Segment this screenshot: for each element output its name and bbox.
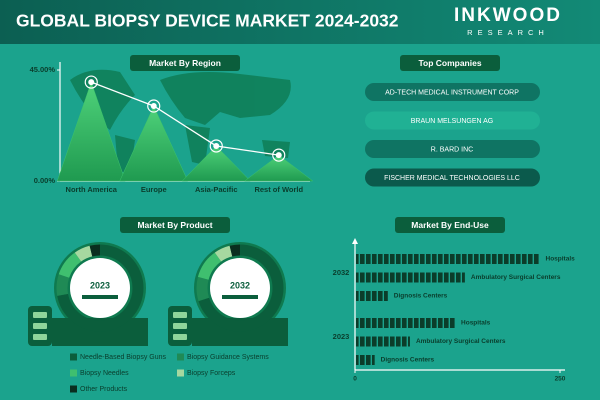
bar-label: Hospitals [461, 320, 491, 327]
bar-label: Dignosis Centers [394, 293, 448, 300]
logo: INKWOOD [454, 5, 562, 26]
legend-label: Biopsy Needles [80, 370, 129, 377]
peak [119, 105, 189, 182]
company-name: BRAUN MELSUNGEN AG [411, 118, 493, 125]
donut-underline [82, 295, 118, 299]
side-box-bar [33, 323, 47, 329]
bar-label: Dignosis Centers [381, 357, 435, 364]
peak [244, 154, 314, 182]
section-title: Market By Region [149, 58, 221, 68]
section-pill [120, 217, 230, 233]
donut-segment [56, 244, 144, 332]
axis-arrow [352, 238, 358, 244]
x-tick-label: Rest of World [254, 185, 303, 194]
point-core [88, 79, 95, 86]
donut-segment [196, 244, 284, 332]
legend-label: Other Products [80, 386, 128, 393]
bar [356, 254, 540, 264]
company-name: R. BARD INC [431, 146, 473, 153]
legend-swatch [70, 353, 77, 361]
side-box-bar [173, 323, 187, 329]
x-tick-label: Asia-Pacific [195, 185, 238, 194]
point [272, 148, 286, 162]
point-core [275, 152, 282, 159]
bar [356, 318, 456, 328]
legend-swatch [70, 369, 77, 377]
legend-swatch [177, 353, 184, 361]
bar [356, 291, 388, 301]
point [147, 99, 161, 113]
header-band [0, 0, 600, 44]
donut-hole [70, 258, 130, 318]
y-tick-label: 0.00% [34, 176, 56, 185]
x-tick-label: 250 [555, 376, 566, 383]
x-tick-label: 0 [353, 376, 357, 383]
legend-swatch [70, 385, 77, 393]
legend-label: Needle-Based Biopsy Guns [80, 354, 166, 361]
point [209, 139, 223, 153]
company-pill [365, 168, 540, 187]
section-title: Top Companies [418, 58, 481, 68]
donut-year: 2023 [90, 280, 110, 290]
section-pill [395, 217, 505, 233]
side-box-bar [173, 334, 187, 340]
bar-label: Hospitals [546, 256, 576, 263]
x-tick-label: Europe [141, 185, 167, 194]
section-pill [130, 55, 240, 71]
donut-segment [56, 244, 144, 332]
company-pill [365, 111, 540, 130]
peak [181, 145, 251, 182]
bar [356, 336, 410, 347]
bar-label: Ambulatory Surgical Centers [471, 274, 561, 281]
section-title: Market By End-Use [411, 220, 489, 230]
side-box-bar [173, 312, 187, 318]
group-label: 2032 [333, 268, 350, 277]
y-tick-label: 45.00% [30, 65, 56, 74]
company-name: AD-TECH MEDICAL INSTRUMENT CORP [385, 89, 519, 96]
side-box-bar [33, 312, 47, 318]
page-title: GLOBAL BIOPSY DEVICE MARKET 2024-2032 [16, 11, 399, 31]
bar [356, 272, 465, 283]
company-pill [365, 140, 540, 158]
section-title: Market By Product [137, 220, 212, 230]
company-name: FISCHER MEDICAL TECHNOLOGIES LLC [384, 175, 520, 182]
company-pill [365, 83, 540, 101]
trend-line [91, 81, 279, 156]
section-pill [400, 55, 500, 71]
bar-label: Ambulatory Surgical Centers [416, 338, 506, 345]
legend-label: Biopsy Forceps [187, 370, 236, 377]
group-label: 2023 [333, 332, 350, 341]
legend-label: Biopsy Guidance Systems [187, 354, 269, 361]
legend-swatch [177, 369, 184, 377]
side-box-bar [33, 334, 47, 340]
donut-hole [210, 258, 270, 318]
bar [356, 355, 375, 365]
donut-segment [196, 244, 284, 332]
point-core [213, 142, 220, 149]
peak [56, 81, 126, 182]
point [84, 75, 98, 89]
logo-sub: RESEARCH [467, 28, 549, 37]
donut-year: 2032 [230, 280, 250, 290]
x-tick-label: North America [66, 185, 118, 194]
donut-underline [222, 295, 258, 299]
point-core [150, 103, 157, 110]
